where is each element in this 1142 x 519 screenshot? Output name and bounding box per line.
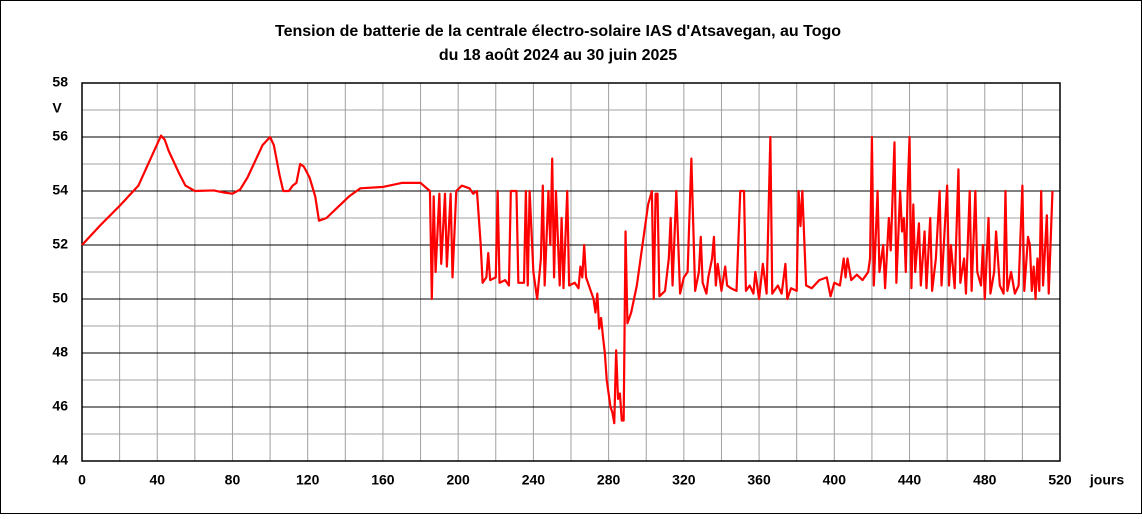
chart-subtitle: du 18 août 2024 au 30 juin 2025 — [439, 47, 677, 64]
y-tick-label: 54 — [52, 182, 68, 198]
x-tick-label: 480 — [973, 472, 997, 488]
x-tick-label: 200 — [446, 472, 470, 488]
x-tick-label: 440 — [898, 472, 922, 488]
y-tick-label: 44 — [52, 452, 68, 468]
chart-title: Tension de batterie de la centrale élect… — [275, 23, 841, 40]
x-axis-label: jours — [1089, 472, 1124, 488]
data-line — [81, 134, 1054, 425]
y-tick-label: 58 — [52, 74, 68, 90]
y-tick-label: 48 — [52, 344, 68, 360]
plot-border — [81, 82, 1061, 462]
x-tick-label: 360 — [747, 472, 771, 488]
x-tick-label: 400 — [823, 472, 847, 488]
y-tick-label: 46 — [52, 398, 68, 414]
x-tick-label: 240 — [522, 472, 546, 488]
x-tick-label: 280 — [597, 472, 621, 488]
x-tick-label: 520 — [1048, 472, 1072, 488]
y-tick-label: 56 — [52, 128, 68, 144]
x-tick-label: 120 — [296, 472, 320, 488]
y-tick-label: 52 — [52, 236, 68, 252]
x-tick-label: 40 — [149, 472, 165, 488]
y-tick-label: 50 — [52, 290, 68, 306]
x-tick-label: 320 — [672, 472, 696, 488]
x-tick-label: 0 — [78, 472, 86, 488]
y-axis-label: V — [52, 100, 62, 116]
x-tick-label: 80 — [225, 472, 241, 488]
x-tick-label: 160 — [371, 472, 395, 488]
